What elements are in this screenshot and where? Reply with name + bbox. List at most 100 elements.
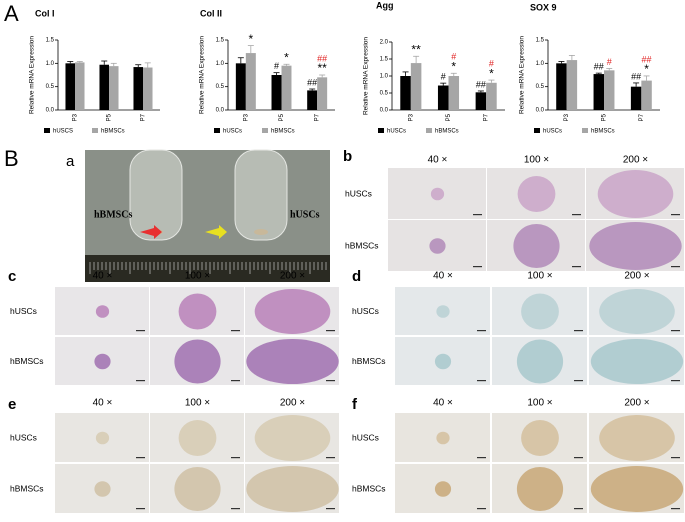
magnification-label: 200 ×	[624, 398, 649, 409]
scale-bar	[572, 266, 581, 268]
scale-bar	[671, 266, 680, 268]
significance-mark: ##	[642, 54, 652, 64]
scale-bar	[473, 214, 482, 216]
y-tick-label: 0.0	[380, 108, 389, 114]
legend-swatch	[214, 128, 220, 133]
magnification-label: 200 ×	[624, 271, 649, 282]
magnification-label: 40 ×	[93, 271, 113, 282]
magnification-label: 100 ×	[524, 155, 549, 166]
x-tick-label: P3	[243, 113, 249, 121]
row-label: hUSCs	[10, 432, 37, 442]
chart-title: SOX 9	[530, 2, 557, 12]
chart-title: Col I	[35, 8, 55, 18]
y-tick-label: 1.5	[216, 38, 225, 44]
row-label: hUSCs	[352, 432, 379, 442]
scale-bar	[473, 266, 482, 268]
row-label: hUSCs	[345, 188, 372, 198]
bar	[437, 85, 449, 110]
spheroid	[178, 293, 217, 330]
spheroid	[599, 289, 675, 334]
tube	[234, 149, 288, 241]
scale-bar	[574, 457, 583, 459]
magnification-label: 40 ×	[433, 398, 453, 409]
scale-bar	[231, 330, 240, 332]
scale-bar	[477, 457, 486, 459]
spheroid	[436, 431, 450, 445]
y-axis-label: Relative mRNA Expression	[363, 37, 370, 115]
spheroid	[174, 339, 221, 384]
x-tick-label: P5	[107, 113, 113, 121]
bar	[448, 76, 460, 110]
bar	[556, 63, 567, 110]
spheroid	[521, 420, 559, 456]
spheroid	[95, 305, 110, 318]
y-tick-label: 1.0	[536, 61, 545, 67]
scale-bar	[231, 380, 240, 382]
spheroid	[516, 339, 564, 384]
magnification-label: 100 ×	[185, 398, 210, 409]
row-label: hUSCs	[10, 306, 37, 316]
bar	[630, 86, 642, 110]
x-tick-label: P5	[279, 113, 285, 121]
magnification-label: 100 ×	[527, 398, 552, 409]
y-tick-label: 0.0	[216, 108, 225, 114]
bar	[317, 77, 328, 110]
significance-mark: #	[274, 61, 279, 71]
tube	[129, 149, 183, 241]
panel-label: f	[352, 396, 358, 413]
significance-mark: *	[644, 62, 649, 76]
x-tick-label: P7	[484, 113, 490, 121]
y-tick-label: 0.0	[46, 108, 55, 114]
legend-label: hBMSCs	[271, 129, 295, 135]
significance-mark: *	[248, 32, 253, 46]
spheroid	[174, 467, 221, 511]
y-tick-label: 1.0	[216, 61, 225, 67]
magnification-label: 100 ×	[527, 271, 552, 282]
legend-label: hBMSCs	[435, 129, 459, 135]
panel-label: b	[343, 148, 352, 165]
y-tick-label: 1.5	[380, 57, 389, 63]
y-tick-label: 1.5	[536, 38, 545, 44]
x-tick-label: P7	[639, 113, 645, 121]
spheroid	[429, 238, 446, 254]
x-tick-label: P5	[602, 113, 608, 121]
y-tick-label: 0.5	[380, 91, 389, 97]
legend-swatch	[44, 128, 50, 133]
significance-mark: ##	[307, 77, 317, 87]
scale-bar	[477, 330, 486, 332]
bar	[143, 67, 153, 110]
bar	[410, 63, 422, 110]
bar	[65, 63, 75, 110]
legend-label: hUSCs	[543, 129, 562, 135]
scale-bar	[574, 330, 583, 332]
bar	[641, 80, 652, 110]
significance-mark: *	[284, 50, 289, 64]
bar	[133, 67, 143, 110]
significance-mark: **	[411, 42, 421, 56]
arrow	[140, 225, 162, 239]
scale-bar	[136, 380, 145, 382]
panel-label: a	[66, 153, 75, 170]
legend-swatch	[92, 128, 98, 133]
spheroid	[246, 339, 339, 384]
y-tick-label: 0.5	[46, 84, 55, 90]
spheroid	[94, 481, 111, 497]
legend-swatch	[378, 128, 384, 133]
scale-bar	[326, 330, 335, 332]
spheroid	[434, 353, 452, 370]
magnification-label: 200 ×	[280, 398, 305, 409]
magnification-label: 200 ×	[280, 271, 305, 282]
spheroid	[94, 353, 111, 370]
photo-label: hBMSCs	[94, 209, 132, 220]
scale-bar	[574, 380, 583, 382]
y-axis-label: Relative mRNA Expression	[199, 36, 206, 114]
legend-label: hBMSCs	[591, 129, 615, 135]
photo-label: hUSCs	[290, 209, 320, 220]
y-tick-label: 0.5	[216, 84, 225, 90]
spheroid	[599, 415, 675, 461]
row-label: hBMSCs	[10, 483, 44, 493]
y-tick-label: 2.0	[380, 40, 389, 46]
row-label: hBMSCs	[345, 240, 379, 250]
row-label: hBMSCs	[352, 483, 386, 493]
